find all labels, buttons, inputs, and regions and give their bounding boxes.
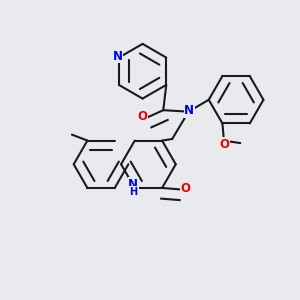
Text: O: O (181, 182, 191, 195)
Text: N: N (112, 50, 122, 63)
Text: H: H (129, 187, 137, 197)
Text: N: N (184, 104, 194, 117)
Text: O: O (137, 110, 148, 123)
Text: O: O (219, 138, 229, 151)
Text: N: N (128, 178, 138, 191)
